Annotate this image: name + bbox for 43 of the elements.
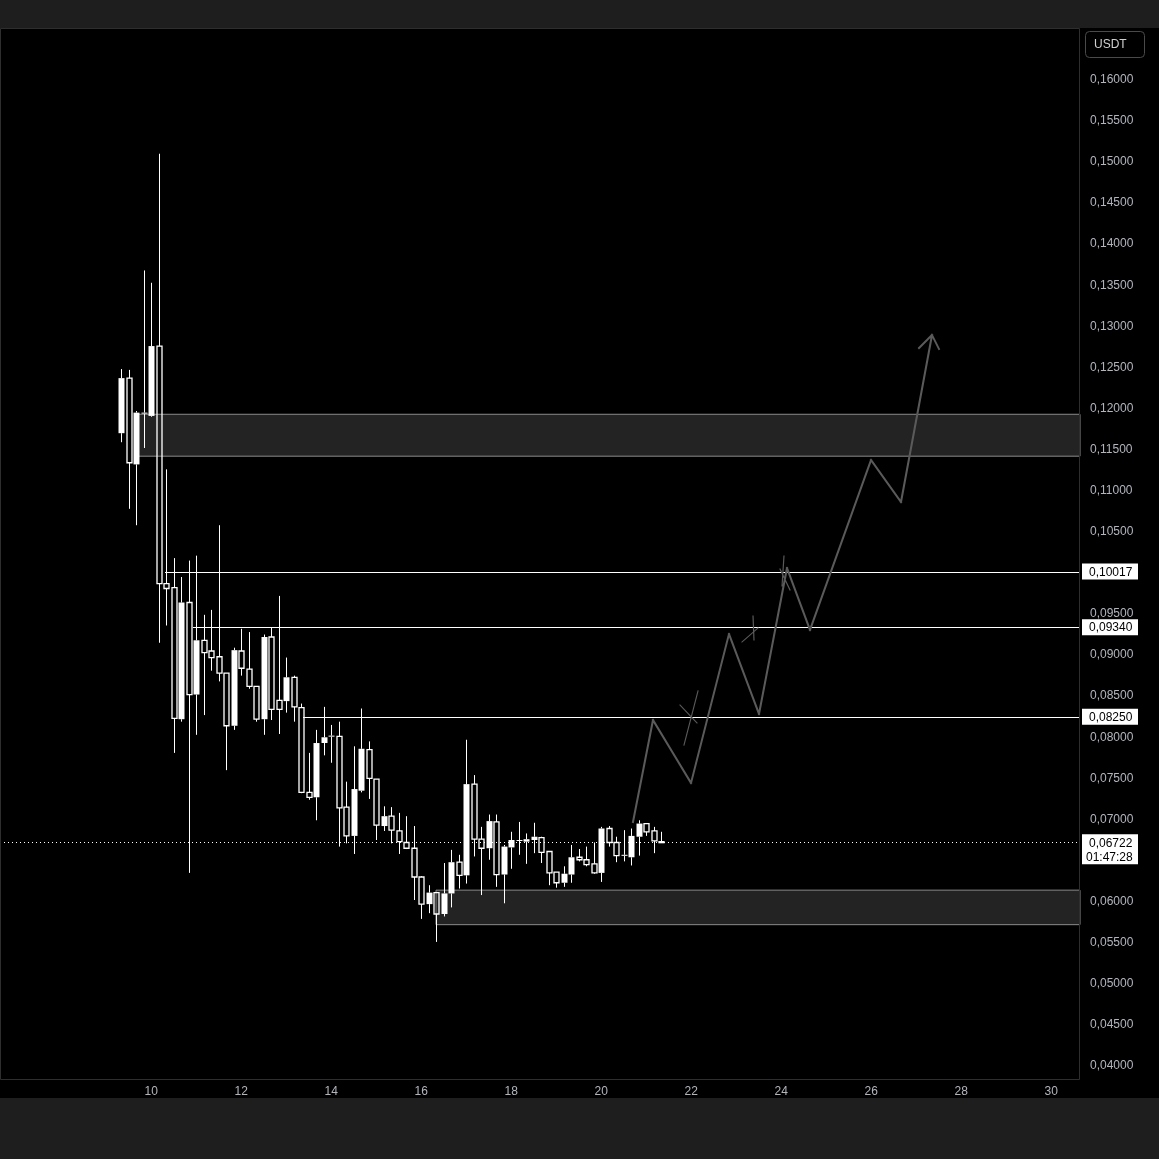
ref-line-label: 0,08250 <box>1089 710 1133 725</box>
y-tick-label: 0,07000 <box>1090 811 1134 826</box>
y-tick-label: 0,16000 <box>1090 72 1134 87</box>
y-tick-label: 0,15500 <box>1090 113 1134 128</box>
x-tick-label: 24 <box>774 1083 789 1098</box>
y-tick-label: 0,15000 <box>1090 154 1134 169</box>
ref-line-label: 0,09340 <box>1089 620 1133 635</box>
y-tick-label: 0,07500 <box>1090 770 1134 785</box>
x-tick-label: 14 <box>324 1083 339 1098</box>
y-tick-label: 0,14000 <box>1090 236 1134 251</box>
x-tick-label: 26 <box>864 1083 879 1098</box>
y-tick-label: 0,06000 <box>1090 893 1134 908</box>
x-tick-label: 28 <box>954 1083 969 1098</box>
y-tick-label: 0,11500 <box>1090 441 1133 456</box>
x-tick-label: 16 <box>414 1083 429 1098</box>
x-tick-label: 30 <box>1044 1083 1059 1098</box>
x-tick-label: 10 <box>144 1083 159 1098</box>
x-tick-label: 22 <box>684 1083 699 1098</box>
y-tick-label: 0,10500 <box>1090 524 1134 539</box>
x-tick-label: 18 <box>504 1083 519 1098</box>
y-tick-label: 0,12500 <box>1090 359 1134 374</box>
y-tick-label: 0,13000 <box>1090 318 1134 333</box>
ref-line-label: 0,10017 <box>1089 564 1133 579</box>
candlestick <box>441 862 448 917</box>
x-tick-label: 12 <box>234 1083 249 1098</box>
candlestick <box>373 778 380 841</box>
y-tick-label: 0,11000 <box>1090 483 1133 498</box>
y-tick-label: 0,04000 <box>1090 1058 1134 1073</box>
x-tick-label: 20 <box>594 1083 609 1098</box>
y-tick-label: 0,08000 <box>1090 729 1134 744</box>
y-tick-label: 0,13500 <box>1090 277 1134 292</box>
y-tick-label: 0,05000 <box>1090 976 1134 991</box>
y-tick-label: 0,14500 <box>1090 195 1134 210</box>
ref-line-label: 0,06722 <box>1089 835 1133 850</box>
y-tick-label: 0,09000 <box>1090 647 1134 662</box>
y-tick-label: 0,05500 <box>1090 935 1134 950</box>
y-axis-title: USDT <box>1094 37 1128 52</box>
y-tick-label: 0,04500 <box>1090 1017 1134 1032</box>
y-tick-label: 0,08500 <box>1090 688 1134 703</box>
candlestick <box>501 844 508 904</box>
y-tick-label: 0,09500 <box>1090 606 1134 621</box>
text: 01:47:28 <box>1086 849 1134 864</box>
y-tick-label: 0,12000 <box>1090 400 1134 415</box>
